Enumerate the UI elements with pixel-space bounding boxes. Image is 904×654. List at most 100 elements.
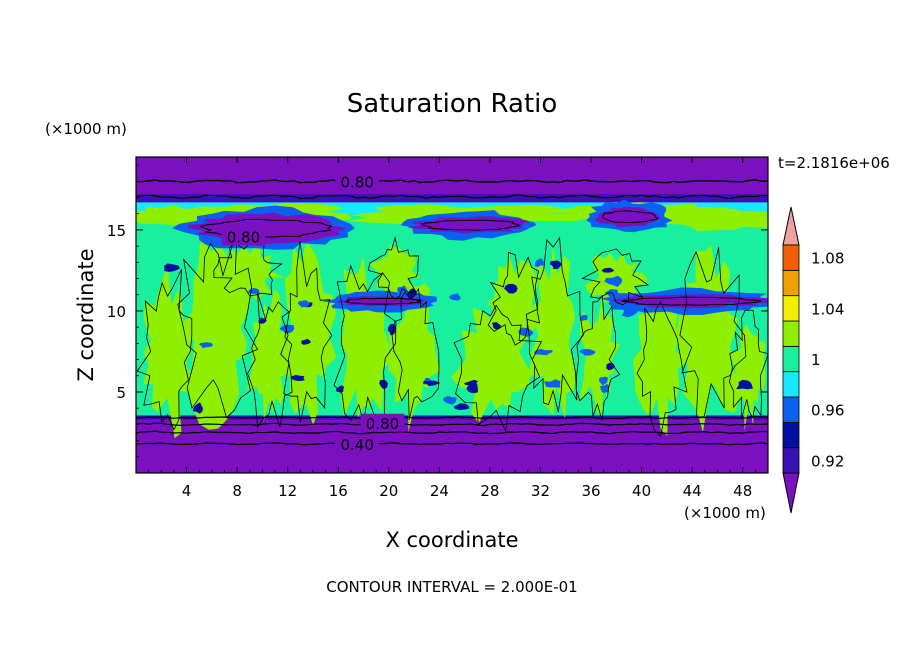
plume-contour <box>247 292 293 429</box>
dry-blob <box>595 206 662 228</box>
y-axis: 5 10 15 <box>107 164 768 458</box>
dry-blob-contour <box>621 296 763 306</box>
x-tick-label: 8 <box>232 482 242 500</box>
bottom-dry-band <box>136 417 768 473</box>
plume-contour <box>487 251 541 346</box>
dry-speck <box>301 338 311 345</box>
colorbar-segment <box>782 345 800 373</box>
plume-contour <box>525 236 584 413</box>
dry-speck <box>291 375 305 381</box>
colorbar-segment <box>782 295 800 322</box>
colorbar-min-arrow <box>782 472 800 514</box>
dry-speck <box>600 383 610 394</box>
colorbar-segment <box>782 396 800 423</box>
plume-contour <box>367 236 420 300</box>
dry-speck <box>453 403 470 411</box>
x-tick-label: 28 <box>480 482 499 500</box>
dry-speck <box>192 402 203 414</box>
plume-contour <box>636 300 688 438</box>
top-transition-band <box>136 194 768 204</box>
lime-plume <box>729 323 766 431</box>
colorbar: 0.92 0.96 1 1.04 1.08 <box>782 206 844 514</box>
contour-top-edge <box>136 194 768 200</box>
colorbar-segment <box>782 244 800 271</box>
y-axis-title: Z coordinate <box>74 248 98 381</box>
dry-speck <box>164 263 180 272</box>
colorbar-label: 1.08 <box>811 250 844 268</box>
x-tick-label: 48 <box>733 482 752 500</box>
plot-area <box>136 157 768 473</box>
dry-speck <box>379 379 388 390</box>
contour-label-bg <box>335 434 380 453</box>
plume-contour <box>391 287 440 420</box>
colorbar-label: 1 <box>811 351 821 369</box>
plume-contour <box>575 294 621 421</box>
contour-label: 0.40 <box>340 436 373 454</box>
x-tick-label: 32 <box>531 482 550 500</box>
contour-bottom-0.60 <box>136 430 768 435</box>
contour-top-0.80 <box>136 179 768 184</box>
lime-plume <box>246 289 292 422</box>
dry-blob-contour <box>420 219 521 231</box>
x-tick-label: 36 <box>581 482 600 500</box>
dry-speck <box>442 396 457 405</box>
colorbar-segment <box>782 371 800 398</box>
dry-blob-contour <box>199 218 333 238</box>
contour-label-bg <box>335 172 380 191</box>
contour-label-bg <box>221 227 266 246</box>
x-tick-label: 44 <box>683 482 702 500</box>
chart-title: Saturation Ratio <box>347 89 558 119</box>
dry-speck <box>579 349 596 356</box>
dry-speck <box>492 322 501 330</box>
dry-speck <box>423 380 441 386</box>
colorbar-segment <box>782 447 800 474</box>
contour-interval-label: CONTOUR INTERVAL = 2.000E-01 <box>326 578 577 596</box>
colorbar-segment <box>782 320 800 347</box>
dry-speck <box>544 379 561 388</box>
dry-speck <box>736 379 753 390</box>
dry-speck <box>725 301 735 311</box>
dry-speck <box>279 324 295 334</box>
plume-contour <box>453 304 543 433</box>
x-tick-label: 16 <box>329 482 348 500</box>
dry-speck <box>258 317 267 324</box>
y-tick-label: 10 <box>107 303 126 321</box>
contour-bottom-edge <box>136 415 768 420</box>
dry-speck <box>621 306 638 318</box>
dry-speck <box>297 300 310 308</box>
plume-contour <box>280 241 333 423</box>
x-tick-label: 24 <box>430 482 449 500</box>
lime-plume <box>388 283 441 432</box>
contour-bottom-0.40 <box>136 442 768 446</box>
dry-speck <box>579 314 588 321</box>
y-tick-label: 5 <box>116 384 126 402</box>
contour-bottom-0.80 <box>136 422 768 427</box>
x-unit-label: (×1000 m) <box>684 504 766 522</box>
dry-blob-contour <box>602 210 659 224</box>
dry-speck <box>504 283 518 294</box>
contour-label: 0.80 <box>366 415 399 433</box>
colorbar-label: 0.92 <box>811 452 844 470</box>
x-tick-label: 40 <box>632 482 651 500</box>
dry-speck <box>518 327 534 337</box>
y-tick-label: 15 <box>107 222 126 240</box>
dry-speck <box>604 275 623 287</box>
lime-plume <box>214 240 286 303</box>
contour-label-bg <box>360 413 405 432</box>
lime-plume <box>369 243 421 306</box>
dry-speck <box>604 289 619 299</box>
dry-speck <box>601 267 615 273</box>
time-label: t=2.1816e+06 <box>778 154 890 172</box>
top-dry-band <box>136 157 768 198</box>
lime-plume <box>632 289 691 436</box>
plume-contour <box>581 248 650 306</box>
x-axis-title: X coordinate <box>385 528 518 552</box>
y-unit-label: (×1000 m) <box>45 120 127 138</box>
dry-speck <box>549 260 562 270</box>
colorbar-segment <box>782 421 800 449</box>
dry-blob-contour <box>343 297 423 305</box>
contour-label: 0.80 <box>340 173 373 191</box>
dry-speck <box>335 385 344 393</box>
plume-contour <box>136 269 193 431</box>
